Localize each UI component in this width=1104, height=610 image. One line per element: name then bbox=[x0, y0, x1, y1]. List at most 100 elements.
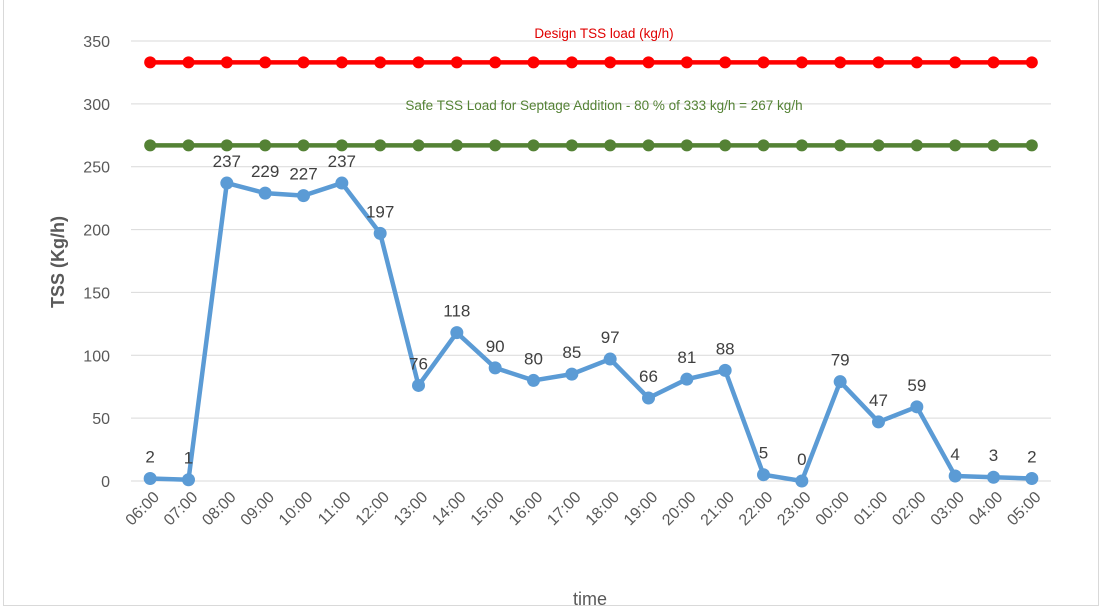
data-point bbox=[910, 400, 924, 414]
tss-series bbox=[143, 176, 1039, 488]
series-marker bbox=[604, 56, 617, 69]
series-marker bbox=[1025, 139, 1038, 152]
data-label: 59 bbox=[907, 376, 926, 395]
series-marker bbox=[834, 139, 847, 152]
data-point bbox=[527, 373, 540, 387]
series-marker bbox=[795, 139, 808, 152]
series-marker bbox=[182, 56, 195, 69]
data-label: 237 bbox=[328, 152, 356, 171]
chart-frame bbox=[3, 0, 1099, 606]
data-label: 5 bbox=[759, 444, 768, 463]
series-marker bbox=[949, 139, 962, 152]
gridlines bbox=[131, 40, 1051, 482]
data-label: 4 bbox=[950, 445, 959, 464]
y-tick-label: 150 bbox=[83, 285, 110, 302]
series-line bbox=[150, 180, 1032, 484]
series-marker bbox=[297, 139, 310, 152]
data-label: 3 bbox=[989, 446, 998, 465]
data-label: 90 bbox=[486, 337, 505, 356]
series-marker bbox=[374, 139, 387, 152]
series-marker bbox=[374, 56, 387, 69]
y-tick-label: 100 bbox=[83, 348, 110, 365]
x-tick-label: 17:00 bbox=[544, 489, 584, 529]
data-label: 229 bbox=[251, 162, 279, 181]
x-tick-label: 19:00 bbox=[621, 489, 661, 529]
series-marker bbox=[565, 139, 578, 152]
series-marker bbox=[680, 139, 693, 152]
safe-load-annotation: Safe TSS Load for Septage Addition - 80 … bbox=[405, 98, 802, 113]
y-tick-label: 50 bbox=[92, 411, 110, 428]
series-marker bbox=[144, 56, 157, 69]
data-label: 76 bbox=[409, 354, 428, 373]
series-marker bbox=[450, 139, 463, 152]
x-tick-label: 01:00 bbox=[851, 489, 891, 529]
data-point bbox=[412, 378, 425, 392]
data-point bbox=[833, 375, 847, 389]
x-tick-label: 05:00 bbox=[1004, 489, 1044, 529]
series-marker bbox=[565, 56, 578, 69]
series-marker bbox=[834, 56, 847, 69]
data-point bbox=[373, 226, 387, 240]
series-marker bbox=[182, 139, 195, 152]
series-marker bbox=[680, 56, 693, 69]
data-point bbox=[450, 326, 464, 340]
x-axis-title: time bbox=[573, 589, 607, 609]
series-marker bbox=[949, 56, 962, 69]
data-point bbox=[1025, 471, 1039, 485]
series-marker bbox=[757, 139, 770, 152]
series-marker bbox=[335, 139, 348, 152]
data-point bbox=[565, 367, 579, 381]
y-axis-tick-labels: 0 50 100 150 200 250 300 350 bbox=[83, 34, 110, 491]
y-axis-title: TSS (Kg/h) bbox=[48, 216, 68, 308]
series-marker bbox=[335, 56, 348, 69]
series-marker bbox=[719, 139, 732, 152]
x-tick-label: 22:00 bbox=[736, 489, 776, 529]
series-marker bbox=[259, 56, 272, 69]
data-label: 2 bbox=[145, 447, 154, 466]
x-tick-label: 23:00 bbox=[774, 489, 814, 529]
x-tick-label: 07:00 bbox=[161, 489, 201, 529]
data-point bbox=[680, 372, 694, 386]
data-label: 237 bbox=[213, 152, 241, 171]
data-label: 97 bbox=[601, 328, 620, 347]
y-tick-label: 0 bbox=[101, 474, 110, 491]
x-tick-label: 11:00 bbox=[315, 489, 355, 529]
series-marker bbox=[144, 139, 157, 152]
x-tick-label: 08:00 bbox=[199, 489, 239, 529]
x-tick-label: 13:00 bbox=[391, 489, 431, 529]
x-tick-label: 16:00 bbox=[506, 489, 546, 529]
series-marker bbox=[259, 139, 272, 152]
series-marker bbox=[719, 56, 732, 69]
series-marker bbox=[220, 139, 233, 152]
data-point bbox=[220, 176, 234, 190]
series-marker bbox=[1025, 56, 1038, 69]
data-label: 81 bbox=[677, 348, 696, 367]
data-point bbox=[258, 186, 272, 200]
data-label: 118 bbox=[443, 302, 470, 321]
series-marker bbox=[220, 56, 233, 69]
x-tick-label: 18:00 bbox=[583, 489, 623, 529]
series-marker bbox=[987, 139, 1000, 152]
x-tick-label: 12:00 bbox=[353, 489, 393, 529]
data-point bbox=[182, 473, 195, 487]
data-point bbox=[718, 363, 732, 377]
x-tick-label: 10:00 bbox=[276, 489, 316, 529]
data-label: 1 bbox=[184, 449, 193, 468]
series-marker bbox=[795, 56, 808, 69]
x-axis-tick-labels: 06:0007:0008:0009:0010:0011:0012:0013:00… bbox=[123, 489, 1045, 529]
x-tick-label: 02:00 bbox=[889, 489, 929, 529]
x-tick-label: 15:00 bbox=[468, 489, 508, 529]
y-tick-label: 300 bbox=[83, 97, 110, 114]
data-point bbox=[143, 471, 157, 485]
data-labels: 2 1 237 229 227 237 197 76 118 90 80 85 97 66 81 88 5 0 79… bbox=[145, 152, 1036, 469]
data-point bbox=[757, 468, 770, 482]
data-label: 2 bbox=[1027, 447, 1036, 466]
data-label: 88 bbox=[716, 339, 735, 358]
data-point bbox=[987, 470, 1000, 484]
data-point bbox=[603, 352, 617, 366]
series-marker bbox=[527, 56, 540, 69]
x-tick-label: 20:00 bbox=[659, 489, 699, 529]
safe-load-series bbox=[144, 139, 1038, 152]
x-tick-label: 06:00 bbox=[123, 489, 163, 529]
